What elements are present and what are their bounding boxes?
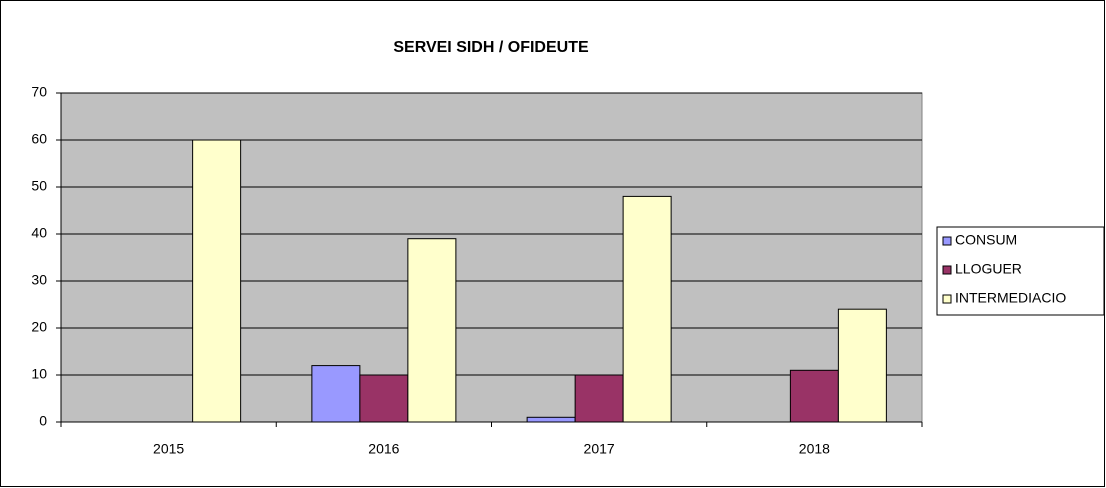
bar (574, 374, 624, 423)
bar (407, 238, 457, 423)
y-tick-label: 10 (31, 366, 47, 382)
x-tick-label: 2017 (584, 441, 615, 457)
y-tick-label: 60 (31, 131, 47, 147)
bar (622, 195, 672, 423)
y-tick-label: 40 (31, 225, 47, 241)
chart-title: SERVEI SIDH / OFIDEUTE (393, 39, 589, 56)
bar (311, 365, 361, 423)
legend-label: CONSUM (955, 232, 1017, 248)
legend-label: INTERMEDIACIO (955, 290, 1066, 306)
y-tick-label: 20 (31, 319, 47, 335)
legend-swatch (942, 294, 952, 304)
legend-box (936, 226, 1105, 316)
y-tick-label: 0 (39, 413, 47, 429)
y-tick-label: 30 (31, 272, 47, 288)
y-tick-label: 50 (31, 178, 47, 194)
x-tick-label: 2016 (368, 441, 399, 457)
x-tick-label: 2015 (153, 441, 184, 457)
legend-swatch (942, 236, 952, 246)
legend-label: LLOGUER (955, 261, 1022, 277)
bar (526, 416, 576, 423)
bar (789, 369, 839, 423)
legend-swatch (942, 265, 952, 275)
bar (359, 374, 409, 423)
y-tick-label: 70 (31, 84, 47, 100)
x-tick-label: 2018 (799, 441, 830, 457)
bar (192, 139, 242, 423)
bar (837, 308, 887, 423)
